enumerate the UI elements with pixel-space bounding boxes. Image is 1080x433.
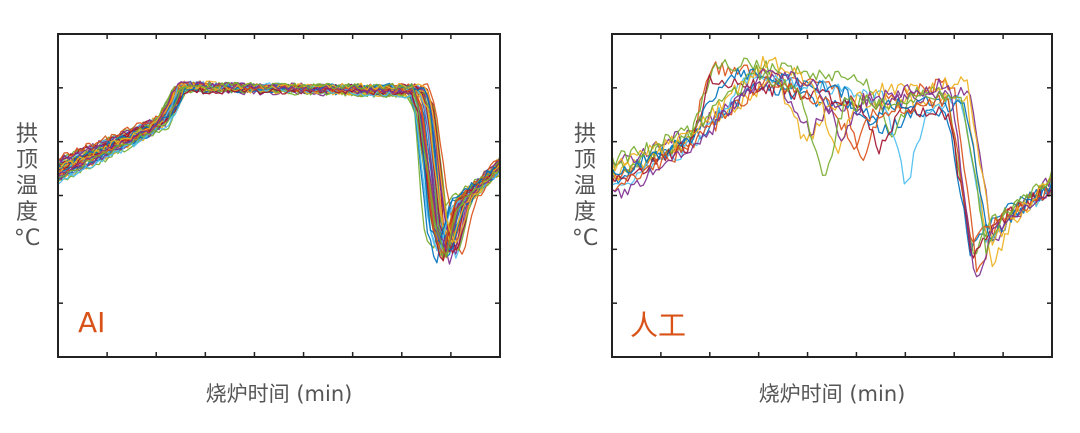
right-panel-annotation: 人工	[630, 309, 687, 342]
left-series-line	[57, 81, 501, 258]
left-series-line	[57, 81, 501, 253]
left-x-axis-label: 烧炉时间 (min)	[205, 382, 353, 406]
right-series-line	[611, 64, 1053, 255]
right-series-line	[611, 57, 1053, 255]
right-series-line	[611, 68, 1053, 278]
left-series-line	[57, 82, 501, 244]
left-panel-annotation: AI	[78, 306, 106, 339]
right-series-line	[611, 55, 1053, 246]
left-series-line	[57, 81, 501, 259]
right-series-line	[611, 74, 1053, 259]
left-y-axis-label: 拱顶温度 °C	[13, 122, 41, 251]
right-series-line	[611, 67, 1053, 242]
right-y-axis-label: 拱顶温度 °C	[571, 122, 599, 251]
right-series-line	[611, 83, 1053, 257]
right-x-axis-label: 烧炉时间 (min)	[758, 382, 906, 406]
right-series-line	[611, 72, 1053, 243]
